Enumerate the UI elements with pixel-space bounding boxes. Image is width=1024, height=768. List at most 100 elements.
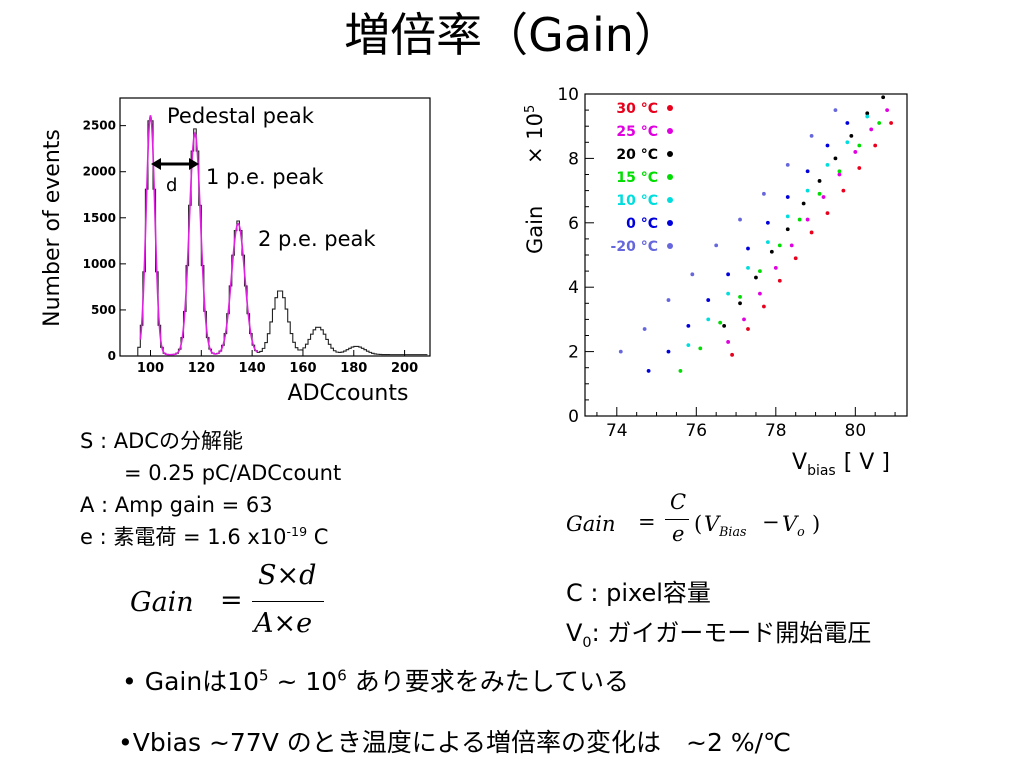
gain-data-point [817, 191, 822, 196]
gain-data-point [853, 150, 858, 154]
gain-y-tick-label: 10 [557, 85, 579, 105]
gain-data-point [821, 195, 826, 199]
hist-x-tick-label: 160 [289, 361, 316, 376]
gain-data-point [785, 227, 790, 232]
gain-data-point [742, 317, 746, 322]
formula-left-lhs: Gain [130, 587, 194, 618]
gain-data-point [885, 108, 890, 112]
gain-chart: 0 2 4 6 8 10 74 76 78 80 30 °C 25 °C 20 °C 15 °C 10 … [523, 85, 908, 479]
legend-entry-label: 20 °C [616, 147, 658, 163]
gain-data-point [881, 95, 886, 100]
hist-x-tick-label: 180 [340, 361, 367, 376]
bullet-gain-range: • Gainは105 ~ 106 あり要求をみたしている [122, 666, 629, 696]
hist-fit-curve [139, 115, 258, 356]
gain-data-point [726, 291, 731, 296]
gain-data-point [777, 243, 782, 248]
gain-data-point [769, 249, 774, 254]
gain-data-point [817, 179, 822, 183]
gain-data-point [722, 323, 727, 328]
gain-data-point [738, 217, 742, 222]
gain-data-point [785, 195, 790, 199]
gain-data-point [833, 108, 838, 112]
formula-left-den: A×e [254, 608, 313, 639]
formula-right-paren-open: ( [694, 512, 703, 536]
hist-y-tick-label: 1500 [83, 211, 116, 225]
gain-data-point [797, 217, 802, 222]
e-definition: e : 素電荷 = 1.6 x10-19 C [80, 524, 329, 549]
gain-data-point [726, 272, 731, 277]
s-value: = 0.25 pC/ADCcount [124, 461, 342, 485]
gain-data-point [718, 320, 723, 325]
hist-x-tick-label: 100 [137, 361, 164, 376]
legend-entry-label: 0 °C [626, 216, 658, 232]
hist-frame [119, 97, 431, 357]
pe2-peak-label: 2 p.e. peak [258, 227, 376, 251]
hist-y-tick-label: 500 [91, 303, 116, 317]
gain-y-tick-label: 4 [568, 278, 579, 298]
gain-data-point [761, 191, 766, 196]
gain-data-point [618, 349, 623, 354]
d-label: d [166, 175, 177, 196]
gain-data-point [845, 121, 850, 125]
gain-data-point [857, 143, 862, 148]
pe1-peak-label: 1 p.e. peak [206, 165, 324, 189]
hist-y-tick-label: 2500 [83, 119, 116, 133]
gain-data-point [690, 272, 695, 277]
gain-data-point [730, 352, 734, 357]
gain-data-point [809, 230, 814, 235]
gain-data-point [865, 114, 870, 119]
gain-data-point [706, 298, 711, 302]
gain-data-point [777, 278, 782, 283]
gain-formula-right: Gain = C e ( VBias − Vo ) [566, 490, 866, 570]
gain-data-point [746, 265, 750, 270]
gain-data-point [738, 294, 742, 299]
hist-y-axis-label: Number of events [40, 129, 65, 327]
legend-entry-label: 25 °C [616, 124, 658, 140]
gain-y-tick-label: 0 [568, 407, 579, 427]
gain-y-tick-label: 2 [568, 343, 579, 363]
legend-entry-marker [667, 243, 673, 249]
gain-data-point [801, 201, 806, 206]
formula-right-vo: Vo [782, 512, 805, 540]
gain-x-tick-label: 74 [606, 421, 628, 441]
formula-right-paren-close: ) [812, 512, 821, 536]
slide-title: 増倍率（Gain） [344, 8, 680, 62]
gain-data-point [837, 169, 842, 174]
gain-data-point [865, 111, 870, 116]
formula-left-eq: = [220, 585, 243, 616]
formula-right-lhs: Gain [566, 512, 616, 536]
s-definition: S : ADCの分解能 [80, 429, 243, 453]
gain-data-point [837, 172, 842, 177]
gain-data-point [877, 121, 882, 125]
gain-data-point [785, 214, 790, 219]
gain-data-point [746, 246, 750, 251]
gain-data-point [686, 343, 691, 348]
gain-data-point [642, 327, 647, 331]
legend-entry-label: 15 °C [616, 170, 658, 186]
legend-entry-label: 10 °C [616, 193, 658, 209]
gain-data-point [873, 143, 878, 148]
gain-data-point [714, 243, 719, 248]
gain-data-point [825, 143, 830, 148]
gain-data-point [845, 140, 850, 145]
gain-x-tick-label: 76 [685, 421, 707, 441]
gain-data-point [809, 133, 814, 138]
bullet-temperature-dependence: •Vbias ~77V のとき温度による増倍率の変化は ~2 %/℃ [118, 728, 792, 757]
gain-data-point [869, 127, 874, 132]
gain-data-point [825, 162, 830, 167]
gain-data-point [841, 188, 846, 193]
gain-data-point [849, 133, 854, 138]
pedestal-peak-label: Pedestal peak [167, 104, 315, 128]
gain-x-axis-label: Vbias[ V ] [792, 450, 890, 479]
formula-left-bar [252, 601, 324, 602]
gain-y-scale-label: × 105 [523, 105, 547, 164]
hist-x-tick-label: 140 [239, 361, 266, 376]
legend-entry-marker [667, 128, 673, 134]
formula-left-num: S×d [258, 560, 317, 591]
gain-y-tick-label: 6 [568, 214, 579, 234]
legend-entry-marker [667, 174, 673, 180]
legend-entry-marker [667, 151, 673, 157]
formula-right-minus: − [762, 510, 780, 534]
gain-data-point [666, 349, 671, 354]
